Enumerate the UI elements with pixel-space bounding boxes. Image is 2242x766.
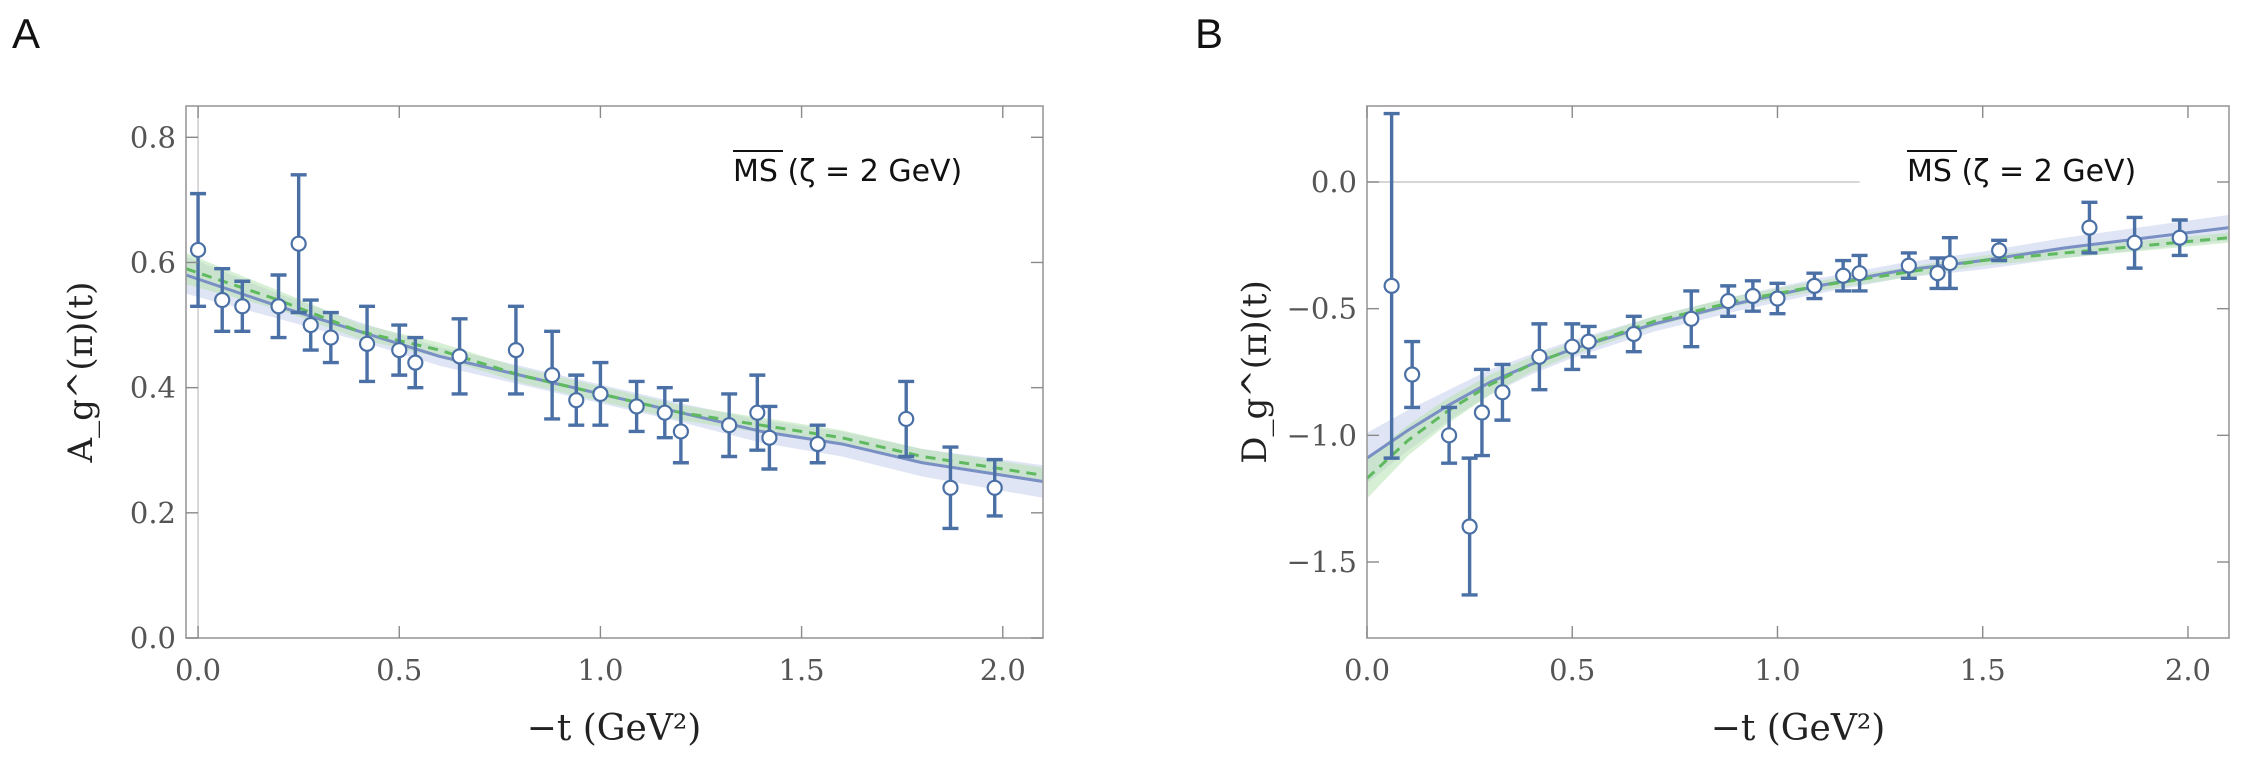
panel-a-ticks: [186, 106, 1043, 639]
panel-a-x-tick-label: 0.5: [376, 653, 422, 687]
panel-b-plot-frame: [1366, 105, 2230, 639]
panel-b-data-point: [1806, 277, 1823, 294]
panel-a-data-point: [234, 298, 251, 315]
panel-b-x-tick-label: 1.0: [1754, 653, 1800, 687]
panel-a-data-point: [721, 417, 738, 434]
panel-b-x-axis-title: −t (GeV²): [1711, 708, 1886, 749]
panel-a-data-point: [942, 479, 959, 496]
panel-a-x-tick-label: 1.5: [779, 653, 825, 687]
panel-b-x-tick-label: 1.5: [1960, 653, 2006, 687]
panel-b-data-point: [1494, 384, 1511, 401]
panel-b-data-point: [1580, 333, 1597, 350]
panel-b-data-point: [2171, 229, 2188, 246]
panel-b-tick-labels: 0.0 0.5 1.0 1.5 2.0 0.0 −0.5 −1.0 −1.5: [1287, 165, 2211, 687]
panel-a-data-point: [986, 479, 1003, 496]
panel-a-data-point: [809, 435, 826, 453]
panel-a-data-point: [507, 341, 525, 359]
panel-a-data-point: [358, 335, 376, 352]
panel-b-y-tick-label: −0.5: [1287, 292, 1357, 326]
panel-a-dashed-fit-band: [186, 253, 1043, 483]
panel-b-data-point: [1383, 277, 1400, 294]
panel-a-data-point: [628, 398, 645, 415]
panel-b-data-point: [1991, 242, 2008, 259]
panel-b-data-point: [1929, 265, 1946, 282]
panel-a-tick-labels: 0.0 0.5 1.0 1.5 2.0 0.0 0.2 0.4 0.6 0.8: [130, 120, 1026, 687]
panel-a-data-point: [749, 404, 766, 421]
panel-a-y-tick-label: 0.2: [130, 496, 176, 530]
panel-b-data-point: [1625, 325, 1642, 343]
panel-b-fit-bands: [1367, 214, 2229, 499]
panel-b-data-point: [1564, 338, 1581, 355]
panel-b-data-point: [1851, 265, 1868, 282]
panel-a-data-point: [672, 423, 689, 440]
panel-a-y-tick-label: 0.6: [130, 245, 176, 279]
panel-b-label: B: [1195, 10, 1223, 57]
panel-a-data-points: [189, 173, 1003, 531]
panel-b-data-point: [2126, 234, 2143, 251]
panel-b-data-point: [1900, 257, 1917, 274]
panel-b-fit-curves: [1365, 226, 2230, 480]
panel-a-data-point: [189, 241, 207, 259]
panel-b-y-tick-label: −1.5: [1287, 545, 1357, 579]
panel-b-data-point: [1473, 404, 1491, 421]
panel-a-data-point: [451, 348, 468, 365]
panel-b-annotation-scheme: MS: [1907, 154, 1952, 189]
panel-b-data-points: [1383, 111, 2188, 597]
panel-b-data-point: [1720, 292, 1737, 310]
panel-a-y-tick-label: 0.4: [130, 371, 176, 405]
panel-a-data-point: [270, 298, 287, 315]
panel-b-data-point: [1835, 267, 1852, 284]
panel-b-x-tick-label: 0.0: [1344, 653, 1390, 687]
panel-a-label: A: [12, 10, 40, 57]
panel-b-y-axis-title: D_g^(π)(t): [1235, 280, 1275, 464]
panel-a-scheme-annotation: MS (ζ = 2 GeV): [733, 154, 962, 189]
panel-b-data-point: [1461, 518, 1478, 535]
panel-b-x-tick-label: 2.0: [2165, 653, 2211, 687]
panel-a-annotation-scheme: MS: [733, 154, 778, 189]
panel-a-data-point: [544, 367, 561, 384]
panel-a-data-point: [214, 291, 231, 309]
panel-b-solid-fit-line: [1366, 226, 2230, 460]
panel-b: B 0.0 0.5 1.0 1.5 2.0 0.0 −0.5 −1.0 −1.5 MS (ζ =…: [1195, 10, 2230, 749]
panel-b-data-point: [1404, 366, 1421, 383]
panel-a-data-point: [656, 404, 673, 421]
panel-b-annotation-rest: (ζ = 2 GeV): [1952, 154, 2136, 189]
panel-a-x-tick-label: 0.0: [175, 653, 221, 687]
panel-b-scheme-annotation: MS (ζ = 2 GeV): [1907, 154, 2136, 189]
panel-a-data-point: [322, 329, 339, 346]
panel-b-y-tick-label: −1.0: [1287, 418, 1357, 452]
panel-b-data-point: [2081, 219, 2098, 236]
panel-b-data-point: [1440, 427, 1458, 444]
panel-a-x-axis-title: −t (GeV²): [527, 708, 702, 749]
panel-b-data-point: [1531, 348, 1548, 365]
panel-a-y-axis-title: A_g^(π)(t): [61, 282, 101, 464]
panel-a-x-tick-label: 1.0: [577, 653, 623, 687]
panel-a: A 0.0 0.5 1.0 1.5 2.0 0.0 0.2 0.4 0.6 0.8 MS (ζ =…: [12, 10, 1044, 749]
panel-a-y-tick-label: 0.0: [130, 621, 176, 655]
panel-a-x-tick-label: 2.0: [980, 653, 1026, 687]
panel-b-data-point: [1769, 290, 1786, 307]
panel-a-annotation-rest: (ζ = 2 GeV): [778, 154, 962, 189]
panel-b-data-point: [1683, 310, 1700, 327]
panel-a-data-point: [407, 354, 424, 371]
panel-a-data-point: [761, 429, 778, 446]
panel-a-data-point: [568, 392, 585, 409]
panel-a-y-tick-label: 0.8: [130, 120, 176, 154]
panel-b-data-point: [1744, 287, 1761, 305]
panel-a-data-point: [290, 235, 307, 252]
panel-b-x-tick-label: 0.5: [1549, 653, 1595, 687]
panel-b-dashed-fit-line: [1365, 236, 2230, 480]
panel-a-data-point: [592, 385, 609, 403]
panel-b-data-point: [1941, 254, 1958, 272]
panel-a-plot-frame: [185, 105, 1044, 639]
panel-a-fit-bands: [186, 253, 1043, 498]
panel-a-data-point: [302, 316, 319, 334]
panel-a-data-point: [391, 341, 408, 359]
panel-b-y-tick-label: 0.0: [1311, 165, 1357, 199]
panel-a-data-point: [898, 410, 915, 428]
panel-b-ticks: [1366, 106, 2229, 638]
panel-b-solid-fit-band: [1367, 214, 2229, 484]
